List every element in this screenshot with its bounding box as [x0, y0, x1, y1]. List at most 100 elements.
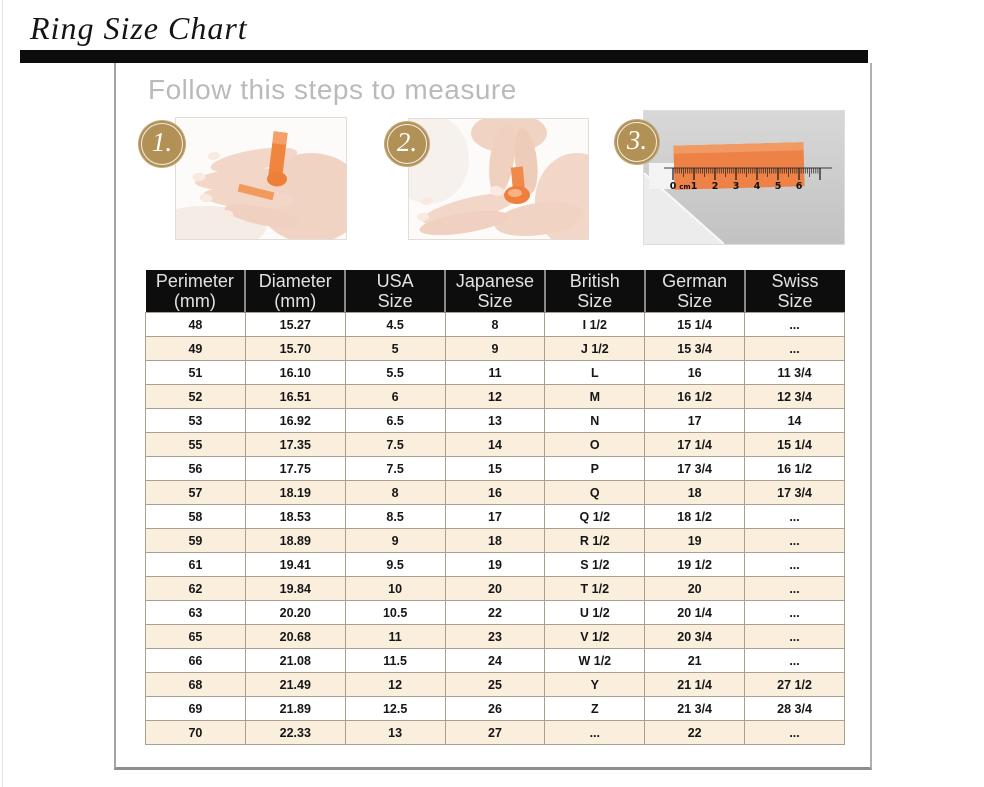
table-cell: ... [744, 720, 845, 745]
table-cell: 5.5 [344, 360, 446, 385]
table-row: 62 19.84 10 20 T 1/2 20... [145, 576, 845, 601]
table-cell: 9 [344, 528, 446, 553]
table-cell: 10.5 [344, 600, 446, 625]
ruler-label-0: 0 [670, 181, 677, 192]
table-cell: 7.5 [344, 432, 446, 457]
table-cell: 18 [444, 528, 546, 553]
title-underline-bar [20, 50, 868, 63]
table-cell: 20.68 [244, 624, 346, 649]
table-cell: 11 [444, 360, 546, 385]
table-cell: 19.84 [244, 576, 346, 601]
table-cell: 21 3/4 [644, 696, 746, 721]
table-row: 51 16.10 5.5 11 L 16 11 3/4 [145, 360, 845, 385]
table-row: 61 19.41 9.5 19 S 1/2 19 1/2... [145, 552, 845, 577]
column-header: Perimeter (mm) [145, 270, 246, 313]
table-cell: ... [744, 624, 845, 649]
table-row: 58 18.53 8.5 17 Q 1/2 18 1/2... [145, 504, 845, 529]
table-cell: 16 [644, 360, 746, 385]
table-cell: ... [744, 600, 845, 625]
table-cell: 17.75 [244, 456, 346, 481]
size-table-body: 48 15.27 4.5 8 I 1/2 15 1/4... 49 15.70 5 9 J 1/2 1… [145, 312, 845, 745]
table-cell: 69 [145, 696, 246, 721]
table-cell: 27 1/2 [744, 672, 845, 697]
table-cell: 61 [145, 552, 246, 577]
table-cell: 15.70 [244, 336, 346, 361]
table-cell: 25 [444, 672, 546, 697]
table-row: 68 21.49 12 25 Y 21 1/4 27 1/2 [145, 672, 845, 697]
table-cell: I 1/2 [544, 312, 646, 337]
ruler-label-cm: cm [679, 183, 690, 191]
table-cell: 56 [145, 456, 246, 481]
ring-size-table: Perimeter (mm) Diameter (mm) USA Size Japanese… [145, 270, 845, 745]
table-row: 49 15.70 5 9 J 1/2 15 3/4... [145, 336, 845, 361]
table-cell: 16.51 [244, 384, 346, 409]
table-cell: 5 [344, 336, 446, 361]
table-cell: 15 1/4 [644, 312, 746, 337]
table-cell: 15 [444, 456, 546, 481]
table-cell: 12 [444, 384, 546, 409]
table-cell: L [544, 360, 646, 385]
table-cell: 13 [344, 720, 446, 745]
table-cell: 48 [145, 312, 246, 337]
table-cell: 24 [444, 648, 546, 673]
table-cell: ... [544, 720, 646, 745]
table-cell: 17 [444, 504, 546, 529]
table-cell: V 1/2 [544, 624, 646, 649]
size-table-head-row: Perimeter (mm) Diameter (mm) USA Size Japanese… [145, 270, 845, 313]
table-cell: 23 [444, 624, 546, 649]
table-cell: 19 [644, 528, 746, 553]
table-cell: 12 3/4 [744, 384, 845, 409]
table-cell: 62 [145, 576, 246, 601]
table-cell: 15.27 [244, 312, 346, 337]
table-cell: T 1/2 [544, 576, 646, 601]
step-1-badge: 1. [138, 120, 186, 168]
table-cell: 52 [145, 384, 246, 409]
table-cell: 16 [444, 480, 546, 505]
table-cell: 20 3/4 [644, 624, 746, 649]
table-cell: 19.41 [244, 552, 346, 577]
table-cell: 8 [344, 480, 446, 505]
table-row: 53 16.92 6.5 13 N 17 14 [145, 408, 845, 433]
table-cell: Q 1/2 [544, 504, 646, 529]
table-cell: W 1/2 [544, 648, 646, 673]
ruler-label-2: 2 [712, 181, 719, 192]
table-cell: 17 1/4 [644, 432, 746, 457]
table-cell: 18.89 [244, 528, 346, 553]
table-cell: Q [544, 480, 646, 505]
table-row: 66 21.08 11.5 24 W 1/2 21... [145, 648, 845, 673]
steps-heading: Follow this steps to measure [148, 74, 517, 105]
table-cell: 16.92 [244, 408, 346, 433]
table-row: 65 20.68 11 23 V 1/2 20 3/4... [145, 624, 845, 649]
table-cell: 21.08 [244, 648, 346, 673]
table-cell: Z [544, 696, 646, 721]
wrapping-tape-illustration [409, 119, 588, 239]
table-cell: 15 1/4 [744, 432, 845, 457]
table-cell: 19 1/2 [644, 552, 746, 577]
step-1-number: 1. [151, 127, 173, 157]
table-cell: 53 [145, 408, 246, 433]
table-cell: 12 [344, 672, 446, 697]
table-cell: 18.19 [244, 480, 346, 505]
table-cell: 49 [145, 336, 246, 361]
table-cell: 65 [145, 624, 246, 649]
table-cell: 11 3/4 [744, 360, 845, 385]
table-cell: 51 [145, 360, 246, 385]
table-cell: 58 [145, 504, 246, 529]
table-row: 56 17.75 7.5 15 P 17 3/4 16 1/2 [145, 456, 845, 481]
table-cell: 18 [644, 480, 746, 505]
table-cell: ... [744, 576, 845, 601]
table-cell: 68 [145, 672, 246, 697]
table-cell: 66 [145, 648, 246, 673]
table-cell: 27 [444, 720, 546, 745]
table-row: 55 17.35 7.5 14 O 17 1/4 15 1/4 [145, 432, 845, 457]
table-cell: 22.33 [244, 720, 346, 745]
table-cell: 8 [444, 312, 546, 337]
table-cell: S 1/2 [544, 552, 646, 577]
table-cell: 17 3/4 [744, 480, 845, 505]
step-2-photo [408, 118, 589, 240]
step-1-photo [175, 117, 347, 240]
table-cell: 20 [644, 576, 746, 601]
table-cell: 16.10 [244, 360, 346, 385]
column-header: Swiss Size [743, 270, 845, 313]
table-cell: 6.5 [344, 408, 446, 433]
